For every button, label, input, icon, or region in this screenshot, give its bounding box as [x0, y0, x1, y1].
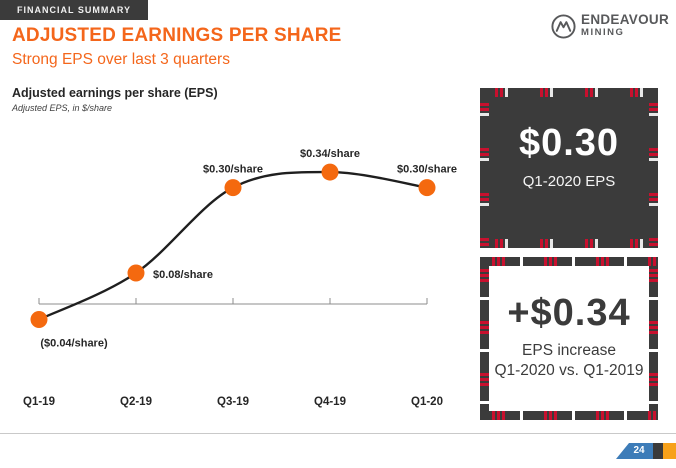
data-point-Q3-19 [224, 179, 242, 197]
kente-pattern-right [649, 88, 658, 248]
x-label-Q1-20: Q1-20 [411, 396, 443, 408]
chart-subtitle: Adjusted EPS, in $/share [12, 103, 113, 113]
kente-frame-left [480, 257, 489, 420]
kente-pattern-bottom [480, 239, 658, 248]
page-number-strip: 24 [616, 443, 676, 459]
kente-frame-top [480, 257, 658, 266]
data-point-Q4-19 [321, 163, 339, 181]
callout-bottom-inner: +$0.34 EPS increase Q1-2020 vs. Q1-2019 [489, 266, 649, 411]
chart-title: Adjusted earnings per share (EPS) [12, 86, 218, 100]
x-label-Q1-19: Q1-19 [23, 396, 55, 408]
chart-header: Adjusted earnings per share (EPS) Adjust… [12, 86, 218, 113]
data-point-Q1-19 [30, 311, 48, 329]
company-logo: ENDEAVOUR MINING [550, 13, 669, 40]
title-block: ADJUSTED EARNINGS PER SHARE Strong EPS o… [12, 25, 342, 69]
callout-bottom-label-1: EPS increase [522, 342, 616, 359]
kente-pattern-left [480, 88, 489, 248]
point-label-Q3-19: $0.30/share [203, 164, 263, 176]
kente-frame-right [649, 257, 658, 420]
logo-name: ENDEAVOUR [581, 12, 669, 27]
logo-text: ENDEAVOUR MINING [581, 12, 669, 39]
eps-line-chart: ($0.04/share) $0.08/share $0.30/share $0.34… [8, 118, 468, 428]
point-label-Q1-19: ($0.04/share) [40, 338, 108, 350]
callout-top-label: Q1-2020 EPS [522, 173, 616, 190]
data-point-Q1-20 [418, 179, 436, 197]
kente-frame-bottom [480, 411, 658, 420]
page-title: ADJUSTED EARNINGS PER SHARE [12, 25, 342, 46]
data-point-Q2-19 [127, 264, 145, 282]
page-subtitle: Strong EPS over last 3 quarters [12, 51, 230, 68]
mountain-logo-icon [551, 14, 576, 39]
page-strip-orange-block [663, 443, 676, 459]
callout-q1-2020-eps: $0.30 Q1-2020 EPS [480, 88, 658, 248]
x-label-Q2-19: Q2-19 [120, 396, 152, 408]
kente-pattern-top [480, 88, 658, 97]
eps-line-chart-svg: ($0.04/share) $0.08/share $0.30/share $0.34… [23, 148, 457, 408]
point-label-Q2-19: $0.08/share [153, 269, 213, 281]
x-label-Q4-19: Q4-19 [314, 396, 346, 408]
callout-bottom-label-2: Q1-2020 vs. Q1-2019 [494, 362, 644, 379]
callout-top-value: $0.30 [518, 122, 620, 164]
callout-bottom-value: +$0.34 [507, 292, 631, 334]
point-label-Q4-19: $0.34/share [300, 148, 360, 160]
page-number: 24 [616, 443, 653, 459]
logo-sub: MINING [581, 27, 625, 38]
callout-eps-increase: +$0.34 EPS increase Q1-2020 vs. Q1-2019 [480, 257, 658, 420]
x-label-Q3-19: Q3-19 [217, 396, 249, 408]
point-label-Q1-20: $0.30/share [397, 164, 457, 176]
section-kicker-badge: FINANCIAL SUMMARY [0, 0, 148, 20]
page-strip-dark-block [653, 443, 663, 459]
footer-divider [0, 433, 676, 434]
